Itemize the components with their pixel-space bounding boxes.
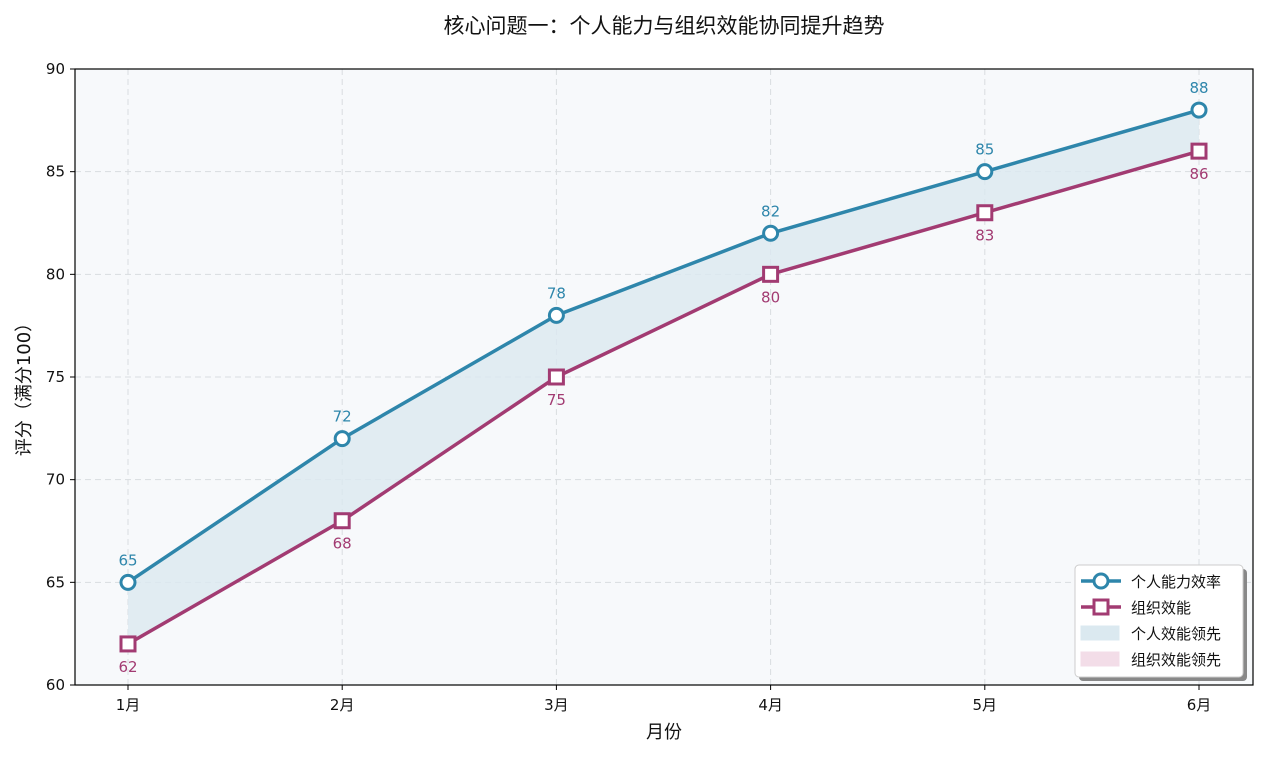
x-axis-label: 月份 bbox=[646, 722, 682, 743]
data-label: 86 bbox=[1189, 165, 1208, 183]
legend-label: 组织效能 bbox=[1131, 599, 1191, 617]
square-marker-icon bbox=[1190, 142, 1208, 160]
y-tick-label: 60 bbox=[46, 676, 65, 694]
y-tick-label: 75 bbox=[46, 368, 65, 386]
circle-marker-icon bbox=[547, 306, 565, 324]
y-axis: 60 65 70 75 80 85 90 bbox=[46, 60, 75, 694]
legend-patch-icon bbox=[1080, 651, 1120, 667]
square-marker-icon bbox=[119, 635, 137, 653]
legend-label: 个人效能领先 bbox=[1131, 625, 1221, 643]
data-label: 88 bbox=[1189, 79, 1208, 97]
y-tick-label: 85 bbox=[46, 163, 65, 181]
x-tick-label: 4月 bbox=[758, 696, 783, 714]
personal-lead-fill bbox=[128, 110, 1199, 644]
data-label: 75 bbox=[547, 391, 566, 409]
y-tick-label: 70 bbox=[46, 471, 65, 489]
data-label: 78 bbox=[547, 284, 566, 302]
circle-marker-icon bbox=[119, 573, 137, 591]
x-tick-label: 6月 bbox=[1187, 696, 1212, 714]
circle-marker-icon bbox=[976, 163, 994, 181]
data-label: 65 bbox=[118, 551, 137, 569]
x-tick-label: 3月 bbox=[544, 696, 569, 714]
data-labels: 65 72 78 82 85 88 62 68 75 80 83 86 bbox=[118, 79, 1208, 676]
y-tick-label: 65 bbox=[46, 573, 65, 591]
data-label: 72 bbox=[333, 408, 352, 426]
series-line bbox=[127, 149, 1200, 646]
y-tick-label: 80 bbox=[46, 265, 65, 283]
square-marker-icon bbox=[333, 512, 351, 530]
data-label: 83 bbox=[975, 227, 994, 245]
square-marker-icon bbox=[762, 265, 780, 283]
data-label: 80 bbox=[761, 288, 780, 306]
x-tick-label: 1月 bbox=[116, 696, 141, 714]
y-axis-label: 评分（满分100） bbox=[14, 314, 35, 456]
chart-title: 核心问题一：个人能力与组织效能协同提升趋势 bbox=[444, 14, 885, 38]
legend-square-icon bbox=[1092, 598, 1110, 616]
square-marker-icon bbox=[547, 368, 565, 386]
x-tick-label: 5月 bbox=[973, 696, 998, 714]
legend-patch-icon bbox=[1080, 625, 1120, 641]
x-tick-label: 2月 bbox=[330, 696, 355, 714]
series-line bbox=[127, 108, 1200, 584]
y-tick-label: 90 bbox=[46, 60, 65, 78]
x-axis: 1月 2月 3月 4月 5月 6月 bbox=[116, 685, 1212, 714]
lead-fill-area bbox=[128, 110, 1199, 644]
circle-marker-icon bbox=[1190, 101, 1208, 119]
data-label: 68 bbox=[333, 535, 352, 553]
data-label: 85 bbox=[975, 141, 994, 159]
legend-label: 个人能力效率 bbox=[1131, 573, 1221, 591]
data-label: 82 bbox=[761, 202, 780, 220]
legend-circle-icon bbox=[1092, 572, 1110, 590]
circle-marker-icon bbox=[762, 224, 780, 242]
legend-label: 组织效能领先 bbox=[1131, 651, 1221, 669]
circle-marker-icon bbox=[333, 430, 351, 448]
data-label: 62 bbox=[118, 658, 137, 676]
series-lines bbox=[119, 101, 1208, 653]
square-marker-icon bbox=[976, 204, 994, 222]
